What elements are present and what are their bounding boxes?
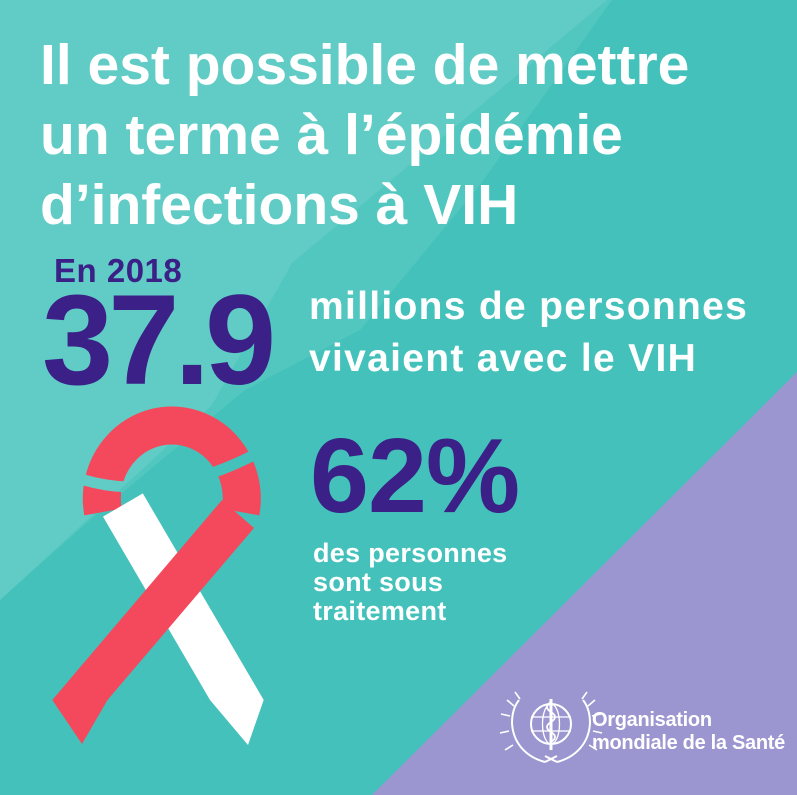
who-emblem-icon <box>499 691 603 763</box>
light-diagonal-sweep-inner <box>0 0 607 600</box>
purple-corner-triangle <box>372 372 797 795</box>
who-wordmark-line-2: mondiale de la Santé <box>592 732 785 754</box>
page-title: Il est possible de mettre un terme à l’é… <box>40 30 689 240</box>
treatment-caption-line-1: des personnes <box>313 538 508 568</box>
title-line-1: Il est possible de mettre <box>40 33 690 97</box>
who-laurel-stems <box>544 755 558 763</box>
who-laurel-leaves-right <box>581 691 603 751</box>
who-snake <box>546 701 556 743</box>
who-laurel-leaves-left <box>499 691 521 751</box>
treatment-caption: des personnes sont sous traitement <box>313 539 507 626</box>
who-laurel-left <box>510 699 546 763</box>
who-wordmark: Organisation mondiale de la Santé <box>592 709 785 755</box>
treatment-percent: 62% <box>310 417 520 535</box>
treatment-caption-line-3: traitement <box>313 596 447 626</box>
ribbon-red-band <box>52 500 254 744</box>
people-living-caption-line-2: vivaient avec le VIH <box>309 337 698 380</box>
who-laurel-right <box>556 699 592 763</box>
ribbon-loop <box>82 406 261 516</box>
title-line-2: un terme à l’épidémie <box>40 103 623 167</box>
treatment-caption-line-2: sont sous <box>313 567 444 597</box>
title-line-3: d’infections à VIH <box>40 173 519 237</box>
people-living-caption-line-1: millions de personnes <box>309 285 749 328</box>
year-label: En 2018 <box>54 252 183 289</box>
awareness-ribbon-icon <box>52 406 264 745</box>
who-wordmark-line-1: Organisation <box>592 709 712 731</box>
people-living-caption: millions de personnes vivaient avec le V… <box>309 281 748 385</box>
people-living-number: 37.9 <box>42 269 276 412</box>
ribbon-white-band <box>103 493 264 745</box>
